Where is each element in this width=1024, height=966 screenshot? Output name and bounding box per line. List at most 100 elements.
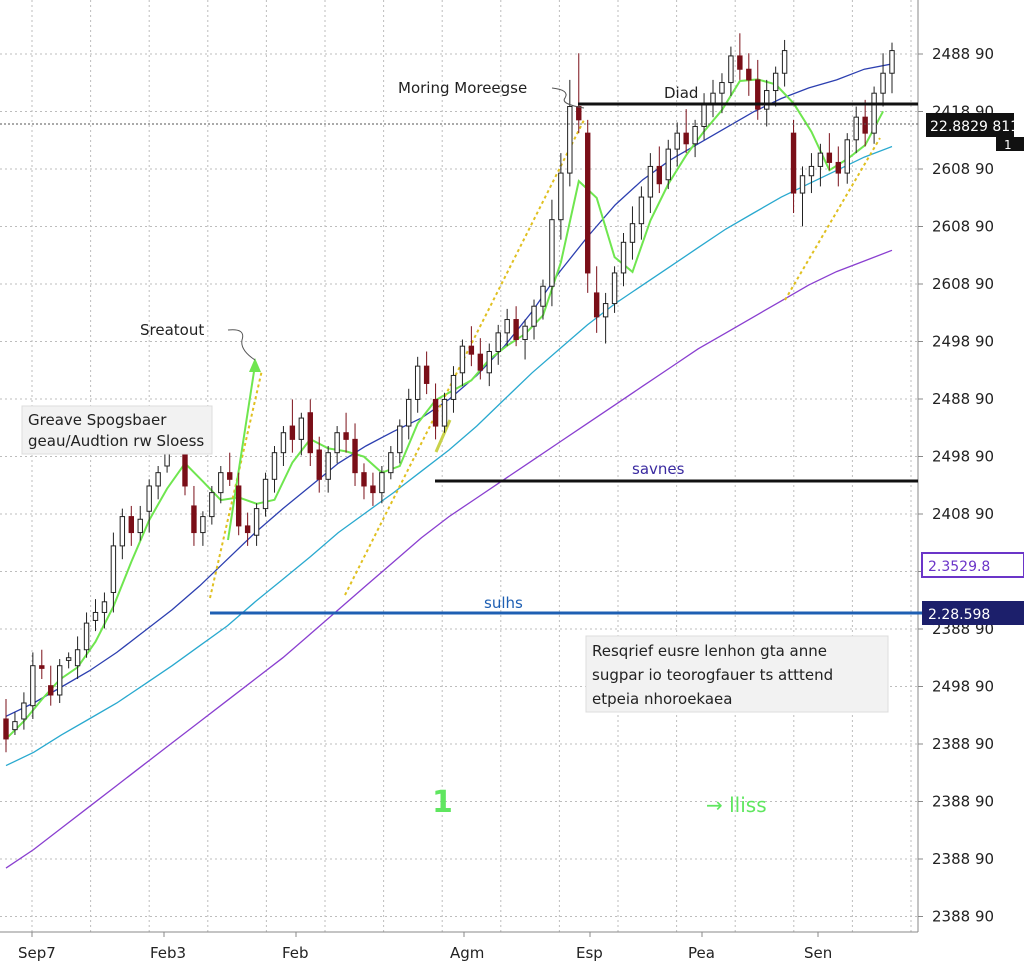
- y-tick-label: 2498 90: [932, 678, 994, 696]
- y-tick-label: 2408 90: [932, 505, 994, 523]
- pattern-marker: [434, 419, 452, 453]
- candle-body: [271, 452, 278, 480]
- price-tag-purple: 2.3529.8: [921, 552, 1024, 578]
- candle-body: [316, 449, 322, 480]
- x-tick-label: Esp: [576, 944, 603, 962]
- candle-body: [629, 223, 636, 243]
- candle-body: [441, 398, 448, 427]
- candle-body: [728, 55, 734, 84]
- y-tick-label: 2488 90: [932, 390, 994, 408]
- candle-body: [459, 345, 466, 374]
- candle-body: [128, 516, 134, 534]
- candle-body: [826, 152, 833, 163]
- candle-body: [235, 485, 242, 527]
- candle-body: [656, 165, 663, 185]
- candle-body: [289, 425, 296, 440]
- y-tick-label: 2388 90: [932, 908, 994, 926]
- candle-body: [781, 50, 788, 74]
- candle-body: [155, 472, 161, 487]
- candle-body: [549, 219, 555, 287]
- candle-body: [3, 718, 9, 740]
- green-arrow-line: [227, 364, 256, 541]
- candle-body: [253, 508, 260, 536]
- candle-body: [370, 485, 376, 494]
- candle-body: [602, 303, 609, 318]
- svg-text:22.8829 811: 22.8829 811: [930, 119, 1019, 135]
- candle-body: [74, 649, 81, 667]
- candle-body: [835, 161, 842, 174]
- candle-body: [468, 345, 475, 355]
- candle-body: [119, 516, 126, 547]
- candle-body: [414, 365, 421, 400]
- mid-level-label: savnes: [632, 460, 685, 478]
- candle-body: [218, 472, 224, 494]
- y-tick-label: 2388 90: [932, 793, 994, 811]
- green-number-label: 1: [432, 785, 453, 820]
- moving-average-label: Moring Moreegse: [398, 79, 527, 97]
- candle-body: [665, 148, 671, 181]
- candle-body: [495, 332, 501, 352]
- support-label: sulhs: [484, 594, 523, 612]
- candle-body: [674, 132, 680, 150]
- candle-body: [871, 92, 877, 134]
- candle-body: [406, 398, 412, 427]
- candle-body: [101, 601, 108, 613]
- candle-body: [191, 505, 197, 534]
- candle-body: [889, 50, 895, 74]
- candle-body: [343, 432, 349, 440]
- candle-body: [710, 92, 716, 105]
- candle-body: [486, 350, 492, 374]
- candle-body: [432, 398, 439, 427]
- candle-body: [576, 106, 582, 121]
- resistance-label: Diad: [664, 84, 698, 102]
- moving-average-line: [5, 145, 893, 767]
- candle-body: [593, 292, 600, 318]
- candle-body: [92, 611, 99, 621]
- candle-body: [862, 116, 868, 134]
- moving-average-line: [5, 249, 893, 869]
- candle-body: [808, 165, 815, 177]
- candle-body: [298, 417, 305, 440]
- candle-body: [692, 125, 698, 145]
- candle-body: [262, 478, 269, 510]
- candle-body: [244, 525, 251, 534]
- pattern-label-line2: geau/Audtion rw Sloess: [28, 432, 204, 450]
- candle-body: [56, 665, 63, 696]
- candle-body: [719, 82, 725, 94]
- note-line3: etpeia nhoroekaea: [592, 690, 732, 708]
- candle-body: [638, 196, 645, 225]
- candle-body: [450, 374, 457, 400]
- y-tick-label: 2488 90: [932, 45, 994, 63]
- candle-body: [388, 452, 394, 474]
- x-tick-label: Agm: [450, 944, 484, 962]
- svg-text:2.3529.8: 2.3529.8: [928, 559, 990, 575]
- svg-text:2.28.598: 2.28.598: [928, 607, 990, 623]
- x-tick-label: Sep7: [18, 944, 56, 962]
- candle-body: [423, 365, 430, 384]
- candle-body: [567, 106, 573, 174]
- y-tick-label: 2608 90: [932, 275, 994, 293]
- y-tick-label: 2388 90: [932, 850, 994, 868]
- candle-body: [65, 657, 72, 661]
- candle-body: [620, 241, 627, 274]
- candle-body: [880, 72, 886, 94]
- candle-body: [585, 132, 591, 274]
- candle-body: [853, 116, 859, 141]
- candle-body: [209, 492, 215, 518]
- candle-body: [137, 518, 143, 534]
- x-tick-label: Sen: [804, 944, 832, 962]
- candle-body: [844, 139, 850, 174]
- candle-body: [12, 721, 18, 731]
- candle-body: [746, 68, 752, 81]
- breakout-pointer: [227, 329, 256, 361]
- x-tick-label: Feb: [282, 944, 309, 962]
- candle-body: [477, 353, 484, 371]
- candle-body: [764, 90, 770, 110]
- price-tag-navy: 2.28.598: [922, 601, 1024, 625]
- candle-body: [21, 702, 27, 720]
- candle-body: [182, 452, 188, 487]
- candle-body: [352, 438, 358, 474]
- candle-body: [701, 103, 707, 127]
